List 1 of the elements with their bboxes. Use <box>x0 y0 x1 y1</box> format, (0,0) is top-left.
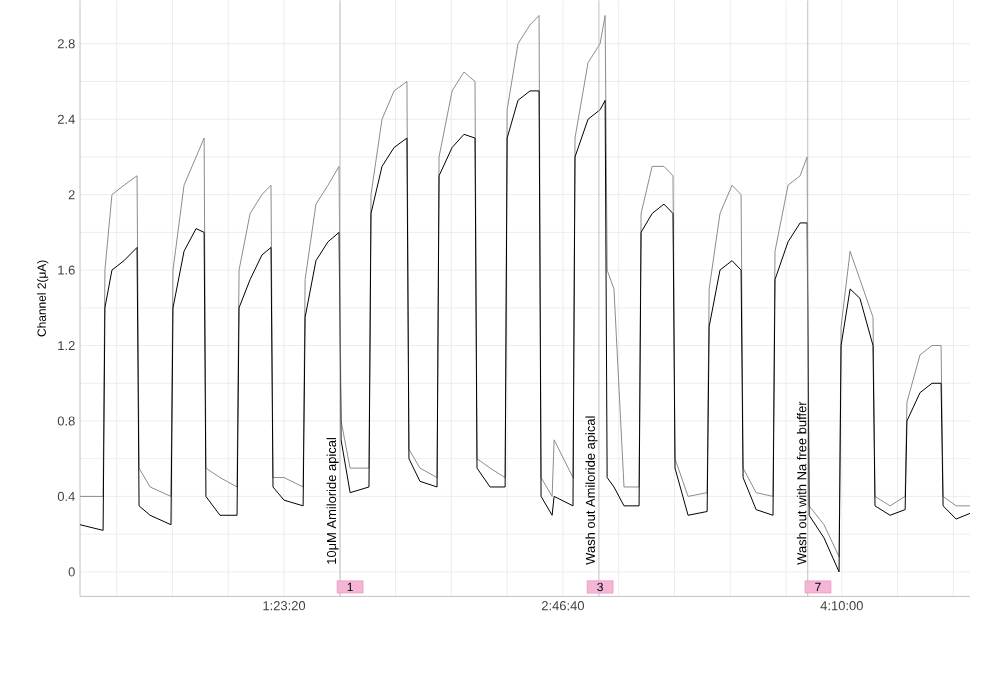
line-series <box>79 90 971 573</box>
